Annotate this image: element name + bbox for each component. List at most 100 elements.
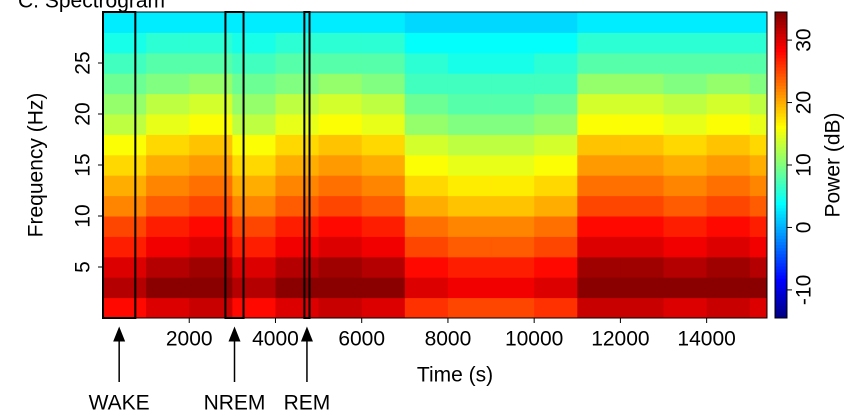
- heatmap-cell: [103, 12, 147, 33]
- heatmap-cell: [749, 216, 768, 237]
- heatmap-cell: [361, 32, 406, 54]
- colorbar-segment: [775, 186, 787, 190]
- heatmap-cell: [232, 93, 276, 115]
- heatmap-cell: [491, 256, 535, 278]
- heatmap-cell: [447, 175, 492, 197]
- heatmap-cell: [103, 195, 147, 217]
- heatmap-cell: [620, 256, 665, 278]
- heatmap-cell: [706, 93, 751, 115]
- heatmap-cell: [361, 277, 406, 299]
- heatmap-cell: [577, 256, 621, 278]
- heatmap-cell: [749, 114, 768, 135]
- heatmap-cell: [189, 73, 233, 95]
- colorbar-segment: [775, 21, 787, 25]
- colorbar-segment: [775, 168, 787, 172]
- colorbar-segment: [775, 33, 787, 37]
- y-tick-label: 20: [72, 102, 95, 125]
- heatmap-cell: [232, 134, 276, 156]
- heatmap-cell: [361, 134, 406, 156]
- x-tick-label: 4000: [252, 328, 299, 351]
- heatmap-cell: [491, 154, 535, 176]
- colorbar-segment: [775, 91, 787, 96]
- heatmap-cell: [491, 73, 535, 95]
- colorbar-segment: [775, 180, 787, 184]
- heatmap-cell: [275, 32, 320, 54]
- heatmap-cell: [749, 154, 768, 176]
- heatmap-cell: [663, 175, 708, 197]
- heatmap-cell: [749, 297, 768, 319]
- heatmap-cell: [663, 73, 708, 95]
- y-tick-label: 5: [72, 261, 95, 273]
- heatmap-cell: [749, 256, 768, 278]
- colorbar-segment: [775, 146, 787, 151]
- heatmap-cell: [663, 195, 708, 217]
- heatmap-cell: [232, 216, 276, 237]
- colorbar-segment: [775, 18, 787, 22]
- heatmap-cell: [361, 236, 406, 258]
- heatmap-cell: [620, 175, 665, 197]
- colorbar-segment: [775, 189, 787, 194]
- heatmap-cell: [318, 93, 363, 115]
- heatmap-cell: [577, 195, 621, 217]
- heatmap-cell: [404, 73, 449, 95]
- heatmap-cell: [620, 93, 665, 115]
- heatmap-cell: [361, 93, 406, 115]
- heatmap-cell: [577, 93, 621, 115]
- heatmap-cell: [275, 12, 320, 33]
- heatmap-cell: [663, 12, 708, 33]
- heatmap-cell: [404, 32, 449, 54]
- colorbar-segment: [775, 229, 787, 233]
- heatmap-cell: [534, 216, 578, 237]
- colorbar-segment: [775, 311, 787, 316]
- y-tick-label: 25: [72, 51, 95, 74]
- heatmap-cell: [534, 73, 578, 95]
- heatmap-cell: [706, 32, 751, 54]
- heatmap-cell: [103, 93, 147, 115]
- colorbar-segment: [775, 238, 787, 242]
- heatmap-cell: [318, 216, 363, 237]
- colorbar-segment: [775, 262, 787, 267]
- heatmap-cell: [577, 216, 621, 237]
- heatmap-cell: [491, 32, 535, 54]
- heatmap-cell: [620, 32, 665, 54]
- heatmap-cell: [318, 236, 363, 258]
- colorbar-segment: [775, 155, 787, 160]
- colorbar-tick-label: 0: [793, 222, 816, 234]
- y-tick-label: 10: [72, 204, 95, 227]
- heatmap-cell: [361, 52, 406, 74]
- colorbar-segment: [775, 54, 787, 59]
- x-tick-label: 6000: [338, 328, 385, 351]
- heatmap-cell: [491, 12, 535, 33]
- heatmap-cell: [232, 154, 276, 176]
- colorbar-segment: [775, 161, 787, 166]
- heatmap-cell: [189, 134, 233, 156]
- colorbar-segment: [775, 48, 787, 53]
- colorbar-segment: [775, 42, 787, 47]
- heatmap-cell: [146, 93, 190, 115]
- heatmap-cell: [491, 277, 535, 299]
- heatmap-cell: [620, 195, 665, 217]
- colorbar-segment: [775, 278, 787, 282]
- heatmap-cell: [103, 297, 147, 319]
- colorbar-segment: [775, 76, 787, 80]
- heatmap-cell: [534, 297, 578, 319]
- heatmap-cell: [189, 12, 233, 33]
- colorbar-segment: [775, 284, 787, 288]
- heatmap-cell: [663, 93, 708, 115]
- heatmap-cell: [620, 12, 665, 33]
- heatmap-cell: [749, 175, 768, 197]
- heatmap-cell: [232, 297, 276, 319]
- heatmap-cell: [749, 93, 768, 115]
- heatmap-cell: [663, 154, 708, 176]
- colorbar-segment: [775, 244, 787, 249]
- heatmap-cell: [275, 175, 320, 197]
- heatmap-cell: [663, 52, 708, 74]
- heatmap-cell: [577, 236, 621, 258]
- annotation-box: [224, 11, 245, 319]
- heatmap-cell: [361, 114, 406, 135]
- colorbar-segment: [775, 290, 787, 295]
- heatmap-cell: [491, 114, 535, 135]
- heatmap-cell: [103, 154, 147, 176]
- heatmap-cell: [404, 93, 449, 115]
